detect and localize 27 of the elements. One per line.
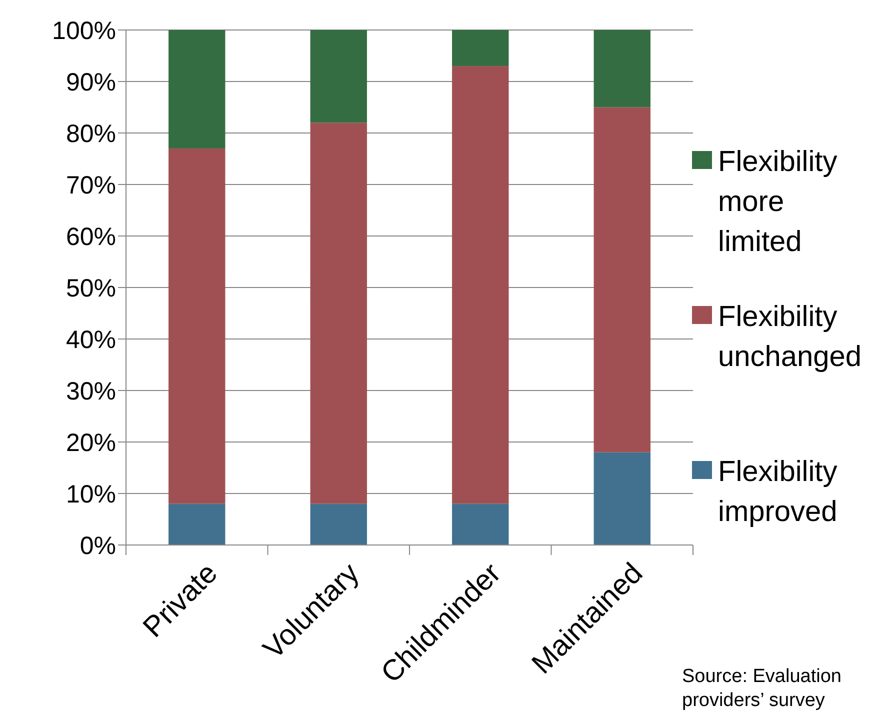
bar: [452, 504, 509, 545]
legend-label: Flexibility unchanged: [718, 301, 862, 373]
y-tick-label: 60%: [66, 222, 116, 251]
legend-label: Flexibility more limited: [718, 146, 838, 258]
bar: [310, 122, 367, 504]
y-tick-label: 100%: [52, 16, 116, 45]
y-tick-label: 80%: [66, 120, 116, 148]
bar: [594, 107, 650, 452]
bar: [452, 30, 509, 66]
y-tick-label: 10%: [66, 480, 116, 508]
bar: [594, 452, 650, 545]
bar: [168, 148, 226, 504]
source-note: Source: Evaluation providers’ survey: [682, 666, 842, 711]
bar: [168, 30, 226, 148]
legend-label: Flexibility improved: [718, 456, 838, 528]
y-tick-label: 90%: [66, 68, 116, 96]
y-tick-label: 50%: [66, 274, 116, 302]
bar: [168, 504, 226, 545]
y-tick-label: 20%: [66, 428, 116, 457]
y-tick-label: 40%: [66, 326, 116, 354]
bar: [452, 66, 509, 504]
bar: [594, 30, 650, 108]
y-tick-label: 70%: [66, 171, 116, 200]
bar: [310, 30, 367, 123]
bar: [310, 504, 367, 545]
y-tick-label: 30%: [66, 377, 116, 406]
y-tick-label: 0%: [80, 532, 116, 560]
